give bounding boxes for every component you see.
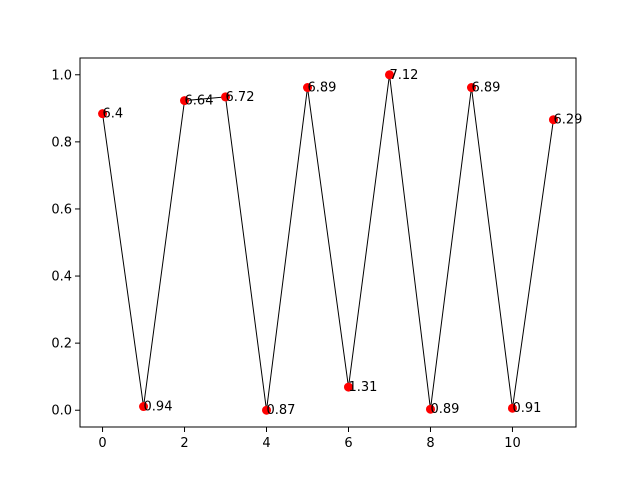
data-point (384, 70, 394, 80)
data-point (180, 96, 190, 106)
x-tick-label: 4 (262, 436, 270, 451)
data-point (425, 404, 435, 414)
series-line (102, 74, 554, 411)
data-label: 1.31 (348, 380, 377, 395)
data-label: 0.89 (430, 402, 459, 417)
x-tick-label: 2 (180, 436, 188, 451)
plot-area (80, 58, 576, 427)
y-tick-label: 1.0 (51, 68, 72, 83)
y-tick-label: 0.2 (51, 337, 72, 352)
data-label: 7.12 (389, 68, 418, 83)
data-point (139, 402, 149, 412)
plot-frame (79, 57, 577, 428)
x-tick-label: 0 (98, 436, 106, 451)
x-axis: 0 2 4 6 8 10 (98, 427, 521, 451)
data-label: 6.72 (226, 90, 255, 105)
data-point (343, 382, 353, 392)
data-point (466, 83, 476, 93)
x-tick-label: 10 (504, 436, 521, 451)
data-label: 0.91 (512, 401, 541, 416)
x-tick-label: 8 (426, 436, 434, 451)
y-tick-label: 0.6 (51, 202, 72, 217)
y-tick-label: 0.8 (51, 135, 72, 150)
data-label: 6.89 (471, 81, 500, 96)
y-tick-label: 0.0 (51, 404, 72, 419)
data-point (221, 92, 231, 102)
data-label: 6.89 (308, 81, 337, 96)
data-label: 6.4 (103, 107, 124, 122)
y-tick-label: 0.4 (51, 270, 72, 285)
point-labels: 6.4 0.94 6.64 6.72 0.87 6.89 1.31 7.12 0.89 6.89 0… (103, 68, 583, 418)
series-markers (98, 70, 558, 415)
data-point (98, 109, 108, 119)
data-label: 6.29 (553, 113, 582, 128)
y-axis: 0.0 0.2 0.4 0.6 0.8 1.0 (51, 68, 80, 419)
data-label: 6.64 (185, 94, 214, 109)
data-label: 0.87 (267, 403, 296, 418)
data-point (548, 115, 558, 125)
x-tick-label: 6 (344, 436, 352, 451)
data-point (303, 83, 313, 93)
data-point (262, 405, 272, 415)
data-point (507, 403, 517, 413)
data-label: 0.94 (144, 400, 173, 415)
